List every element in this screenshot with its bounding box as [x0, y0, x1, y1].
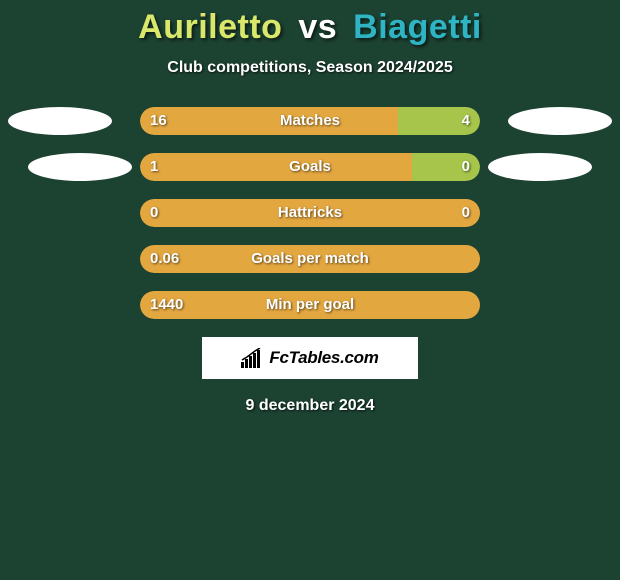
- player2-badge: [488, 153, 592, 181]
- stat-value-left: 16: [150, 107, 167, 135]
- logo-text: FcTables.com: [269, 348, 378, 368]
- stat-value-right: 4: [462, 107, 470, 135]
- stat-label: Hattricks: [140, 199, 480, 227]
- player2-badge: [508, 107, 612, 135]
- source-logo: FcTables.com: [202, 337, 418, 379]
- stat-value-right: 0: [462, 153, 470, 181]
- stat-value-left: 0.06: [150, 245, 179, 273]
- stat-label: Goals per match: [140, 245, 480, 273]
- stat-value-left: 0: [150, 199, 158, 227]
- player1-badge: [28, 153, 132, 181]
- chart-icon: [241, 348, 265, 368]
- stat-label: Goals: [140, 153, 480, 181]
- comparison-infographic: Auriletto vs Biagetti Club competitions,…: [0, 0, 620, 580]
- stat-value-left: 1440: [150, 291, 183, 319]
- stat-row: Goals per match0.06: [0, 245, 620, 273]
- player2-name: Biagetti: [353, 8, 482, 46]
- stat-value-right: 0: [462, 199, 470, 227]
- stat-label: Matches: [140, 107, 480, 135]
- stat-row: Goals1 0: [0, 153, 620, 181]
- page-title: Auriletto vs Biagetti: [0, 0, 620, 47]
- date-text: 9 december 2024: [0, 397, 620, 415]
- stat-rows: Matches164Goals10Hattricks00Goals per ma…: [0, 107, 620, 319]
- player1-badge: [8, 107, 112, 135]
- title-vs: vs: [298, 8, 337, 46]
- stat-label: Min per goal: [140, 291, 480, 319]
- subtitle: Club competitions, Season 2024/2025: [0, 59, 620, 77]
- stat-value-left: 1: [150, 153, 158, 181]
- stat-row: Hattricks0 0: [0, 199, 620, 227]
- stat-row: Min per goal1440: [0, 291, 620, 319]
- stat-row: Matches16 4: [0, 107, 620, 135]
- player1-name: Auriletto: [138, 8, 282, 46]
